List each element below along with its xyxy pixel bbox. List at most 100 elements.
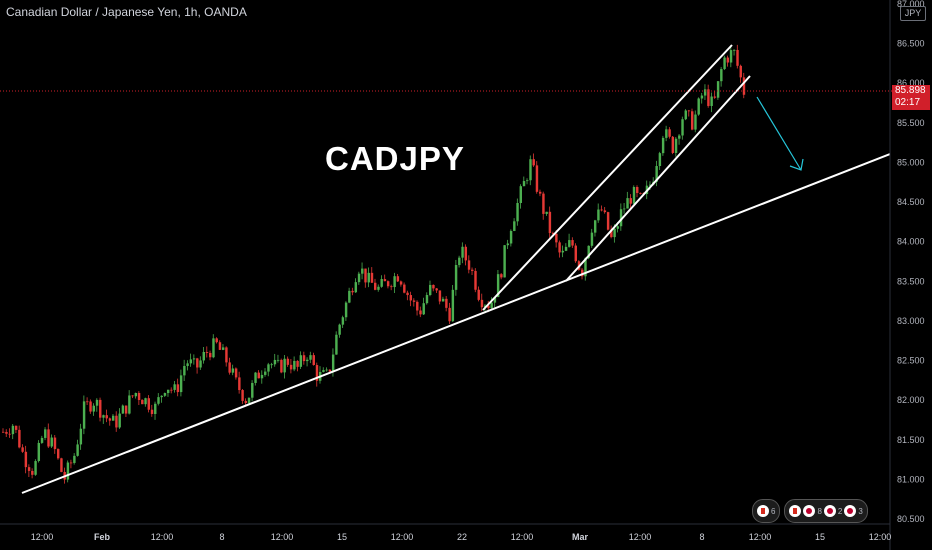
candle-body [325, 369, 328, 371]
time-axis-label: 12:00 [869, 532, 892, 542]
event-marker[interactable]: 6 [752, 499, 781, 523]
candle-body [632, 187, 636, 204]
event-marker[interactable]: 8 2 3 [784, 499, 868, 523]
time-axis-label: 15 [337, 532, 347, 542]
last-price-tag: 85.898 02:17 [892, 85, 930, 110]
time-axis-label: 12:00 [151, 532, 174, 542]
candle-body [555, 233, 558, 243]
candle-body [5, 432, 8, 434]
candle-body [270, 364, 273, 366]
candle-body [710, 96, 713, 106]
price-axis-label: 83.500 [897, 276, 925, 286]
candle-series [2, 44, 746, 484]
candle-body [441, 298, 445, 302]
candle-body [341, 317, 345, 325]
candle-body [467, 260, 471, 270]
time-axis[interactable]: 12:00 Feb 12:00 8 12:00 15 12:00 22 12:00 Mar 12:0… [31, 532, 892, 542]
candle-body [548, 211, 552, 233]
time-axis-label: Feb [94, 532, 111, 542]
time-axis-label: 15 [815, 532, 825, 542]
candle-body [503, 245, 506, 278]
symbol-title: Canadian Dollar / Japanese Yen, 1h, OAND… [6, 5, 247, 19]
candle-body [516, 203, 519, 222]
japan-flag-icon [844, 505, 857, 517]
price-axis-label: 82.000 [897, 395, 925, 405]
candle-body [244, 400, 248, 404]
candle-body [92, 405, 96, 412]
candle-body [137, 392, 141, 401]
candle-body [315, 365, 319, 381]
chart-annotation-text[interactable]: CADJPY [325, 140, 465, 177]
candle-body [79, 428, 83, 445]
candle-body [296, 360, 299, 367]
candle-body [668, 129, 671, 137]
candle-body [707, 89, 710, 106]
price-axis-label: 86.500 [897, 39, 925, 49]
candle-body [564, 246, 568, 251]
candle-body [496, 274, 500, 298]
candle-body [348, 290, 351, 303]
channel-upper-line[interactable] [482, 44, 733, 311]
candle-body [257, 372, 260, 379]
time-axis-label: 12:00 [749, 532, 772, 542]
candle-body [661, 137, 665, 154]
main-trendline[interactable] [21, 153, 891, 494]
candle-body [115, 415, 118, 428]
candle-body [154, 403, 157, 414]
candle-body [186, 363, 189, 366]
candle-body [99, 399, 102, 418]
candle-body [477, 289, 480, 300]
candle-body [648, 184, 652, 186]
candle-body [697, 98, 700, 115]
candle-body [251, 382, 254, 398]
price-axis[interactable]: 87.000 86.500 86.000 85.500 85.000 84.500 84.0… [897, 0, 925, 524]
candle-body [160, 395, 163, 398]
channel-lower-line[interactable] [565, 75, 751, 282]
candle-body [419, 310, 422, 315]
candle-body [412, 300, 416, 302]
candle-body [302, 355, 306, 362]
candle-body [364, 268, 367, 283]
candle-body [354, 282, 358, 293]
candle-body [561, 250, 565, 253]
candle-body [367, 272, 370, 283]
candle-body [218, 342, 222, 350]
candle-body [247, 397, 251, 404]
candle-body [448, 307, 451, 322]
candle-body [14, 425, 18, 430]
candle-body [396, 276, 400, 282]
bar-countdown: 02:17 [895, 97, 921, 108]
currency-badge[interactable]: JPY [900, 6, 926, 21]
candle-body [687, 110, 691, 112]
candle-body [636, 187, 639, 193]
candle-body [377, 286, 380, 290]
candle-body [173, 384, 176, 390]
candle-body [674, 138, 678, 153]
candle-body [471, 269, 474, 271]
candle-body [47, 429, 50, 447]
projection-arrow[interactable] [756, 96, 802, 171]
candle-body [542, 193, 545, 214]
candle-body [445, 298, 448, 308]
candle-body [11, 425, 15, 435]
candle-body [105, 415, 108, 419]
japan-flag-icon [823, 505, 836, 517]
event-count: 3 [858, 506, 863, 516]
candle-body [221, 347, 225, 350]
candle-body [432, 284, 435, 289]
candle-body [157, 397, 160, 404]
candle-body [571, 240, 574, 246]
event-count: 6 [771, 506, 776, 516]
candle-body [134, 392, 138, 397]
candle-body [183, 365, 186, 376]
event-count: 8 [817, 506, 822, 516]
candle-body [739, 65, 742, 78]
candle-body [89, 401, 92, 412]
candle-body [37, 442, 41, 462]
price-axis-label: 83.000 [897, 316, 925, 326]
candle-body [736, 49, 739, 66]
candle-body [438, 290, 442, 302]
candle-body [733, 49, 736, 51]
